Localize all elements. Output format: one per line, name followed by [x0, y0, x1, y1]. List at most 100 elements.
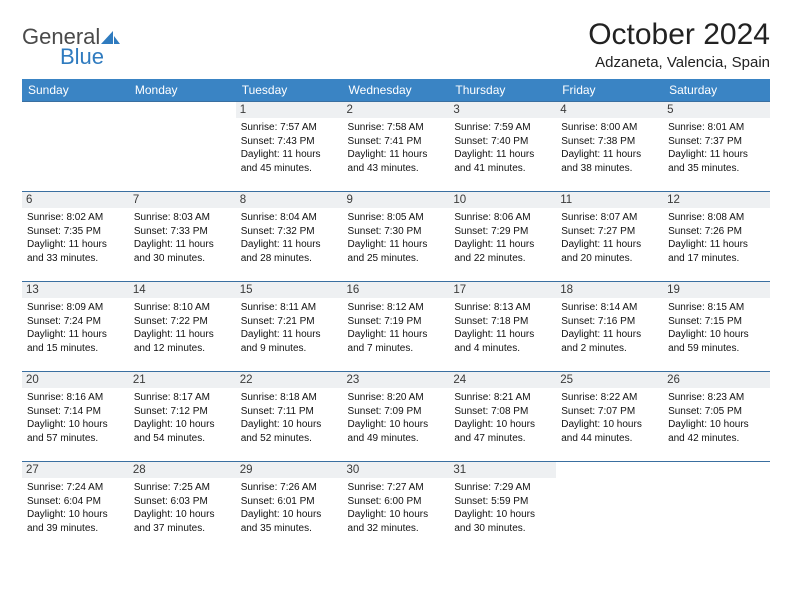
calendar-day-cell: 6Sunrise: 8:02 AMSunset: 7:35 PMDaylight… [22, 192, 129, 282]
calendar-body: ..1Sunrise: 7:57 AMSunset: 7:43 PMDaylig… [22, 102, 770, 552]
calendar-day-cell: 21 Sunrise: 8:17 AMSunset: 7:12 PMDayligh… [129, 372, 236, 462]
day-number: 30 [343, 462, 450, 478]
day-details: Sunrise: 8:09 AMSunset: 7:24 PMDaylight:… [27, 301, 124, 355]
calendar-day-cell: 12 Sunrise: 8:08 AMSunset: 7:26 PMDayligh… [663, 192, 770, 282]
calendar-day-cell: 7 Sunrise: 8:03 AMSunset: 7:33 PMDaylight… [129, 192, 236, 282]
day-number: 21 [129, 372, 236, 388]
logo: GeneralBlue [22, 24, 121, 70]
calendar-day-cell: 23Sunrise: 8:20 AMSunset: 7:09 PMDayligh… [343, 372, 450, 462]
day-details: Sunrise: 8:08 AMSunset: 7:26 PMDaylight:… [668, 211, 765, 265]
day-number: 16 [343, 282, 450, 298]
calendar-week-row: ..1Sunrise: 7:57 AMSunset: 7:43 PMDaylig… [22, 102, 770, 192]
calendar-day-cell: 4 Sunrise: 8:00 AMSunset: 7:38 PMDaylight… [556, 102, 663, 192]
calendar-day-cell: 1 Sunrise: 7:57 AMSunset: 7:43 PMDaylight… [236, 102, 343, 192]
calendar-week-row: 6Sunrise: 8:02 AMSunset: 7:35 PMDaylight… [22, 192, 770, 282]
calendar-day-cell: 28 Sunrise: 7:25 AMSunset: 6:03 PMDayligh… [129, 462, 236, 552]
header: GeneralBlue October 2024 Adzaneta, Valen… [22, 18, 770, 71]
day-number: 15 [236, 282, 343, 298]
day-details: Sunrise: 8:11 AMSunset: 7:21 PMDaylight:… [241, 301, 338, 355]
calendar-day-cell: 17Sunrise: 8:13 AMSunset: 7:18 PMDayligh… [449, 282, 556, 372]
calendar-week-row: 27Sunrise: 7:24 AMSunset: 6:04 PMDayligh… [22, 462, 770, 552]
day-details: Sunrise: 8:22 AMSunset: 7:07 PMDaylight:… [561, 391, 658, 445]
day-number: 9 [343, 192, 450, 208]
day-details: Sunrise: 8:05 AMSunset: 7:30 PMDaylight:… [348, 211, 445, 265]
calendar-day-cell: 11Sunrise: 8:07 AMSunset: 7:27 PMDayligh… [556, 192, 663, 282]
weekday-header: Sunday [22, 79, 129, 102]
day-number: 3 [449, 102, 556, 118]
day-number: 31 [449, 462, 556, 478]
day-details: Sunrise: 8:01 AMSunset: 7:37 PMDaylight:… [668, 121, 765, 175]
day-number: 1 [236, 102, 343, 118]
calendar-day-cell: 3 Sunrise: 7:59 AMSunset: 7:40 PMDaylight… [449, 102, 556, 192]
day-number: 22 [236, 372, 343, 388]
day-details: Sunrise: 7:25 AMSunset: 6:03 PMDaylight:… [134, 481, 231, 535]
day-details: Sunrise: 7:58 AMSunset: 7:41 PMDaylight:… [348, 121, 445, 175]
calendar-day-cell: 18 Sunrise: 8:14 AMSunset: 7:16 PMDayligh… [556, 282, 663, 372]
day-number: 17 [449, 282, 556, 298]
day-number: 4 [556, 102, 663, 118]
day-details: Sunrise: 8:18 AMSunset: 7:11 PMDaylight:… [241, 391, 338, 445]
day-number: 25 [556, 372, 663, 388]
calendar-day-cell: 14Sunrise: 8:10 AMSunset: 7:22 PMDayligh… [129, 282, 236, 372]
calendar-day-cell: 24 Sunrise: 8:21 AMSunset: 7:08 PMDayligh… [449, 372, 556, 462]
calendar-day-cell: 2 Sunrise: 7:58 AMSunset: 7:41 PMDaylight… [343, 102, 450, 192]
calendar-day-cell: 19 Sunrise: 8:15 AMSunset: 7:15 PMDayligh… [663, 282, 770, 372]
calendar-table: Sunday Monday Tuesday Wednesday Thursday… [22, 79, 770, 552]
calendar-day-cell: 5 Sunrise: 8:01 AMSunset: 7:37 PMDaylight… [663, 102, 770, 192]
day-number: 18 [556, 282, 663, 298]
day-details: Sunrise: 8:20 AMSunset: 7:09 PMDaylight:… [348, 391, 445, 445]
calendar-day-cell: . [663, 462, 770, 552]
calendar-day-cell: 22 Sunrise: 8:18 AMSunset: 7:11 PMDayligh… [236, 372, 343, 462]
day-number: 26 [663, 372, 770, 388]
day-details: Sunrise: 8:17 AMSunset: 7:12 PMDaylight:… [134, 391, 231, 445]
day-details: Sunrise: 8:15 AMSunset: 7:15 PMDaylight:… [668, 301, 765, 355]
day-number: 2 [343, 102, 450, 118]
title-block: October 2024 Adzaneta, Valencia, Spain [588, 18, 770, 71]
location: Adzaneta, Valencia, Spain [588, 54, 770, 71]
calendar-day-cell: . [22, 102, 129, 192]
day-number: 19 [663, 282, 770, 298]
calendar-day-cell: 30Sunrise: 7:27 AMSunset: 6:00 PMDayligh… [343, 462, 450, 552]
weekday-header: Wednesday [343, 79, 450, 102]
day-number: 28 [129, 462, 236, 478]
day-details: Sunrise: 8:00 AMSunset: 7:38 PMDaylight:… [561, 121, 658, 175]
day-number: 10 [449, 192, 556, 208]
day-details: Sunrise: 8:06 AMSunset: 7:29 PMDaylight:… [454, 211, 551, 265]
calendar-day-cell: 13 Sunrise: 8:09 AMSunset: 7:24 PMDayligh… [22, 282, 129, 372]
day-details: Sunrise: 8:07 AMSunset: 7:27 PMDaylight:… [561, 211, 658, 265]
calendar-day-cell: 29Sunrise: 7:26 AMSunset: 6:01 PMDayligh… [236, 462, 343, 552]
day-details: Sunrise: 8:14 AMSunset: 7:16 PMDaylight:… [561, 301, 658, 355]
day-details: Sunrise: 8:21 AMSunset: 7:08 PMDaylight:… [454, 391, 551, 445]
calendar-day-cell: 31 Sunrise: 7:29 AMSunset: 5:59 PMDayligh… [449, 462, 556, 552]
calendar-day-cell: 25 Sunrise: 8:22 AMSunset: 7:07 PMDayligh… [556, 372, 663, 462]
calendar-day-cell: 20 Sunrise: 8:16 AMSunset: 7:14 PMDayligh… [22, 372, 129, 462]
day-details: Sunrise: 7:24 AMSunset: 6:04 PMDaylight:… [27, 481, 124, 535]
month-title: October 2024 [588, 18, 770, 52]
day-number: 5 [663, 102, 770, 118]
calendar-week-row: 20 Sunrise: 8:16 AMSunset: 7:14 PMDayligh… [22, 372, 770, 462]
calendar-day-cell: 27Sunrise: 7:24 AMSunset: 6:04 PMDayligh… [22, 462, 129, 552]
day-details: Sunrise: 7:59 AMSunset: 7:40 PMDaylight:… [454, 121, 551, 175]
calendar-day-cell: 8Sunrise: 8:04 AMSunset: 7:32 PMDaylight… [236, 192, 343, 282]
day-number: 8 [236, 192, 343, 208]
day-details: Sunrise: 7:57 AMSunset: 7:43 PMDaylight:… [241, 121, 338, 175]
weekday-header: Tuesday [236, 79, 343, 102]
day-details: Sunrise: 7:26 AMSunset: 6:01 PMDaylight:… [241, 481, 338, 535]
calendar-day-cell: 16Sunrise: 8:12 AMSunset: 7:19 PMDayligh… [343, 282, 450, 372]
day-number: 12 [663, 192, 770, 208]
calendar-day-cell: . [129, 102, 236, 192]
day-details: Sunrise: 8:02 AMSunset: 7:35 PMDaylight:… [27, 211, 124, 265]
day-details: Sunrise: 7:29 AMSunset: 5:59 PMDaylight:… [454, 481, 551, 535]
weekday-header: Monday [129, 79, 236, 102]
calendar-day-cell: 9 Sunrise: 8:05 AMSunset: 7:30 PMDaylight… [343, 192, 450, 282]
day-details: Sunrise: 8:03 AMSunset: 7:33 PMDaylight:… [134, 211, 231, 265]
calendar-day-cell: 26Sunrise: 8:23 AMSunset: 7:05 PMDayligh… [663, 372, 770, 462]
day-number: 13 [22, 282, 129, 298]
weekday-header: Saturday [663, 79, 770, 102]
day-details: Sunrise: 8:16 AMSunset: 7:14 PMDaylight:… [27, 391, 124, 445]
day-number: 7 [129, 192, 236, 208]
day-number: 14 [129, 282, 236, 298]
day-number: 24 [449, 372, 556, 388]
day-number: 20 [22, 372, 129, 388]
calendar-day-cell: 15 Sunrise: 8:11 AMSunset: 7:21 PMDayligh… [236, 282, 343, 372]
